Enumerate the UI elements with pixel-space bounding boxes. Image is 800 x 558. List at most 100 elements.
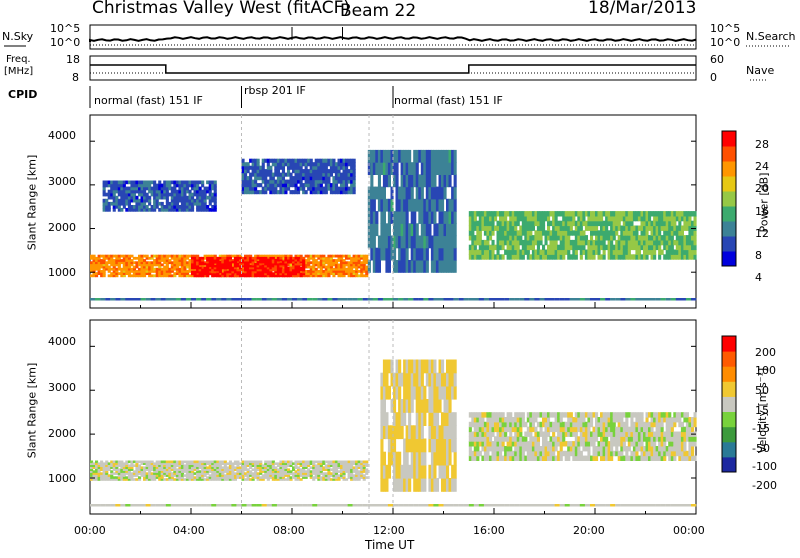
velocity-cell (540, 427, 543, 432)
power-cell (540, 240, 543, 245)
velocity-cell (504, 432, 507, 437)
power-cell (267, 162, 270, 166)
power-cell (474, 245, 477, 250)
power-cell (353, 166, 356, 170)
velocity-cell (401, 425, 404, 439)
power-cell (290, 173, 293, 177)
power-cell (615, 230, 618, 235)
power-cell (567, 250, 570, 255)
power-cell (542, 221, 545, 226)
power-ground-cell (338, 298, 343, 301)
power-ground-cell (186, 298, 191, 301)
velocity-cell (537, 436, 540, 441)
velocity-cell (449, 452, 452, 466)
power-cell (449, 174, 452, 187)
power-ground-cell (191, 298, 196, 301)
power-ground-cell (307, 298, 312, 301)
power-ground-cell (196, 298, 201, 301)
power-cell (282, 166, 285, 170)
power-ground-cell (327, 298, 332, 301)
power-cell (378, 260, 381, 273)
power-ground-cell (686, 298, 691, 301)
power-cell (575, 250, 578, 255)
power-cell (575, 254, 578, 259)
power-cell (426, 260, 429, 273)
power-ground-cell (550, 298, 555, 301)
power-cell (598, 250, 601, 255)
power-ground-cell (388, 298, 393, 301)
velocity-cell (481, 417, 484, 422)
power-cell (373, 199, 376, 212)
power-cell (519, 235, 522, 240)
power-ground-cell (509, 298, 514, 301)
power-ground-cell (661, 298, 666, 301)
power-cell (408, 150, 411, 163)
power-ground-cell (499, 298, 504, 301)
power-ground-cell (656, 298, 661, 301)
velocity-cell (509, 432, 512, 437)
power-ground-cell (555, 298, 560, 301)
velocity-cell (524, 422, 527, 427)
power-cell (272, 176, 275, 180)
velocity-cell (519, 427, 522, 432)
velocity-cell (385, 373, 388, 387)
power-cell (610, 240, 613, 245)
power-ground-cell (666, 298, 671, 301)
power-cell (310, 159, 313, 163)
power-cell (694, 235, 697, 240)
power-ground-cell (146, 298, 151, 301)
power-ground-cell (459, 298, 464, 301)
velocity-cell (489, 436, 492, 441)
power-cell (671, 235, 674, 240)
velocity-cell (406, 452, 409, 466)
power-cell (262, 162, 265, 166)
power-cell (671, 245, 674, 250)
power-cell (471, 230, 474, 235)
velocity-cell (524, 436, 527, 441)
power-ground-cell (439, 298, 444, 301)
velocity-cell (408, 412, 411, 426)
power-ground-cell (676, 298, 681, 301)
velocity-cell (537, 441, 540, 446)
power-cell (365, 255, 368, 258)
power-cell (295, 183, 298, 187)
power-ground-cell (287, 298, 292, 301)
velocity-cell (454, 386, 457, 400)
power-ground-cell (580, 298, 585, 301)
power-cell (474, 216, 477, 221)
power-cell (411, 187, 414, 200)
power-cell (694, 216, 697, 221)
power-ground-cell (444, 298, 449, 301)
power-ground-cell (585, 298, 590, 301)
power-cell (646, 254, 649, 259)
power-ground-cell (181, 298, 186, 301)
power-cell (603, 254, 606, 259)
velocity-cell (439, 399, 442, 413)
power-colorbar-segment (722, 206, 736, 222)
power-ground-cell (201, 298, 206, 301)
power-cell (603, 240, 606, 245)
power-ground-cell (620, 298, 625, 301)
power-cell (302, 257, 305, 260)
velocity-cell (492, 432, 495, 437)
power-ground-cell (373, 298, 378, 301)
power-cell (517, 221, 520, 226)
power-cell (635, 230, 638, 235)
power-ground-cell (454, 298, 459, 301)
velocity-cell (365, 461, 368, 464)
power-cell (694, 230, 697, 235)
power-ground-cell (358, 298, 363, 301)
power-cell (454, 162, 457, 175)
power-cell (595, 226, 598, 231)
power-cell (582, 216, 585, 221)
velocity-cell (502, 412, 505, 417)
power-cell (613, 235, 616, 240)
power-cell (388, 223, 391, 236)
power-ground-cell (681, 298, 686, 301)
velocity-cell (433, 465, 436, 479)
frequency-line (90, 65, 696, 73)
power-colorbar-segment (722, 191, 736, 207)
power-cell (229, 257, 232, 260)
power-ground-cell (166, 298, 171, 301)
velocity-cell (398, 360, 401, 374)
